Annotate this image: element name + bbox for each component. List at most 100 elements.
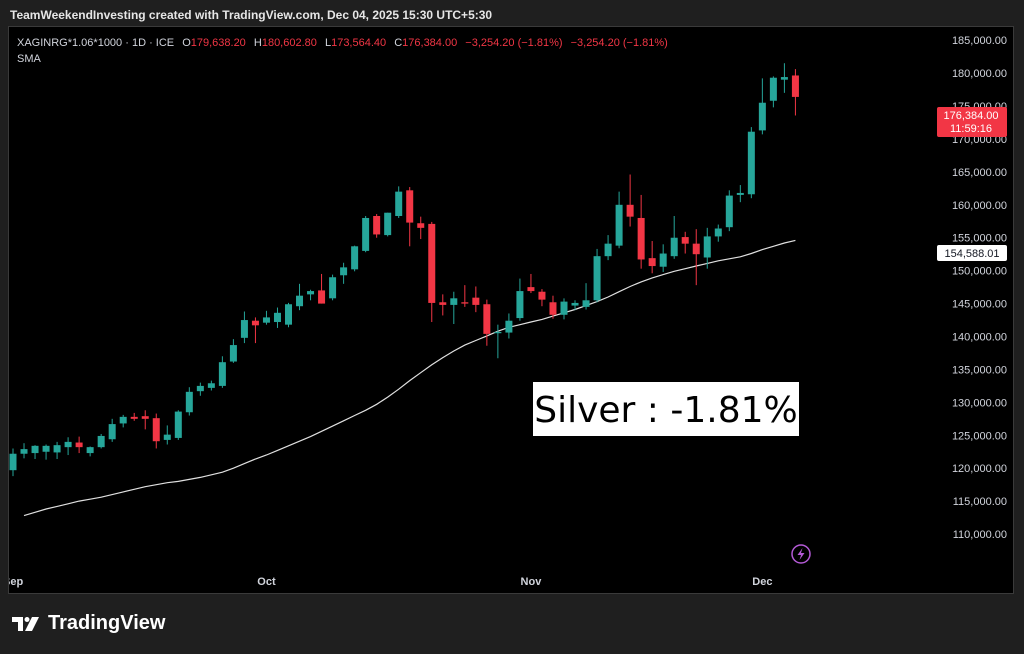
candle-up: [560, 301, 568, 315]
chart-panel[interactable]: XAGINRG*1.06*1000 · 1D · ICE O179,638.20…: [8, 26, 1014, 594]
candle-down: [637, 217, 645, 260]
candle-up: [351, 246, 359, 270]
x-tick-label: Oct: [257, 576, 276, 588]
candle-down: [538, 291, 546, 300]
y-tick-label: 120,000.00: [952, 463, 1007, 475]
candle-down: [692, 243, 700, 255]
candle-up: [769, 77, 777, 101]
candle-up: [273, 312, 281, 323]
brand-name: TradingView: [48, 612, 166, 634]
candle-down: [373, 216, 381, 235]
candle-down: [681, 237, 689, 244]
candle-up: [329, 277, 337, 299]
legend-h-value: 180,602.80: [262, 37, 317, 49]
countdown-timer: 11:59:16: [950, 123, 992, 135]
candle-up: [196, 385, 204, 392]
candle-up: [307, 291, 315, 295]
legend-l-label: L: [325, 37, 331, 49]
candle-down: [318, 290, 326, 304]
legend-c-value: 176,384.00: [402, 37, 457, 49]
candle-down: [130, 416, 138, 419]
last-price-tag: [937, 107, 1007, 137]
x-tick-label: Nov: [521, 576, 543, 588]
candle-up: [64, 441, 72, 448]
candle-down: [75, 442, 83, 448]
candle-up: [703, 236, 711, 258]
sma-line: [23, 239, 796, 517]
price-axis[interactable]: 110,000.00 115,000.00 120,000.00 125,000.00…: [952, 35, 1007, 541]
candle-down: [527, 287, 535, 292]
attribution-header: TeamWeekendInvesting created with Tradin…: [10, 8, 493, 22]
legend-c-label: C: [394, 37, 402, 49]
y-tick-label: 155,000.00: [952, 233, 1007, 245]
y-tick-label: 125,000.00: [952, 430, 1007, 442]
candle-up: [593, 256, 601, 301]
legend-o-label: O: [182, 37, 191, 49]
y-tick-label: 165,000.00: [952, 167, 1007, 179]
candle-up: [747, 131, 755, 195]
candle-up: [758, 102, 766, 131]
candle-down: [428, 223, 436, 303]
candle-up: [714, 228, 722, 237]
candle-up: [262, 317, 270, 323]
candle-down: [417, 223, 425, 228]
candle-up: [185, 391, 193, 413]
candle-down: [791, 75, 799, 97]
candle-up: [240, 320, 248, 338]
candle-up: [340, 267, 348, 276]
y-tick-label: 150,000.00: [952, 266, 1007, 278]
tradingview-footer[interactable]: TradingView: [12, 612, 165, 635]
y-tick-label: 110,000.00: [953, 529, 1007, 541]
candle-up: [582, 300, 590, 307]
candle-up: [725, 195, 733, 228]
candle-up: [736, 192, 744, 195]
candle-down: [461, 302, 469, 304]
candle-up: [615, 204, 623, 246]
x-tick-label: Dec: [752, 576, 772, 588]
candle-layer: [9, 63, 799, 477]
candle-up: [229, 345, 237, 362]
candle-down: [648, 258, 656, 267]
candle-up: [505, 320, 513, 333]
price-chart[interactable]: XAGINRG*1.06*1000 · 1D · ICE O179,638.20…: [9, 27, 1013, 593]
sma-layer: [23, 239, 796, 517]
legend-h-label: H: [254, 37, 262, 49]
legend-change-2: −3,254.20 (−1.81%): [571, 37, 668, 49]
sma-value-tag: [937, 245, 1007, 261]
candle-up: [285, 304, 292, 325]
candle-up: [207, 383, 215, 388]
lightning-icon[interactable]: [791, 544, 811, 564]
candle-up: [450, 298, 458, 305]
candle-up: [384, 212, 392, 236]
y-tick-label: 180,000.00: [952, 68, 1007, 80]
y-tick-label: 185,000.00: [952, 35, 1007, 47]
candle-up: [163, 434, 171, 440]
candle-down: [141, 416, 149, 419]
legend-line: XAGINRG*1.06*1000 · 1D · ICE O179,638.20…: [17, 37, 668, 49]
candle-up: [670, 237, 678, 257]
x-tick-label: Sep: [9, 576, 23, 588]
candle-down: [483, 304, 491, 334]
candle-up: [395, 191, 403, 216]
candle-up: [97, 435, 105, 448]
candle-up: [42, 445, 50, 452]
ohlc-legend: XAGINRG*1.06*1000 · 1D · ICE O179,638.20…: [17, 37, 668, 65]
candle-up: [659, 253, 667, 267]
y-tick-label: 135,000.00: [952, 364, 1007, 376]
sma-value: 154,588.01: [944, 248, 999, 260]
legend-change: −3,254.20 (−1.81%): [465, 37, 562, 49]
candle-up: [108, 424, 116, 440]
silver-annotation[interactable]: Silver : -1.81%: [533, 382, 799, 436]
candle-up: [174, 411, 182, 438]
price-tags: 176,384.00 11:59:16 154,588.01: [937, 107, 1007, 261]
y-tick-label: 115,000.00: [953, 496, 1007, 508]
candle-up: [31, 445, 39, 454]
candle-down: [439, 302, 447, 305]
annotation-text: Silver : -1.81%: [534, 390, 797, 431]
candle-up: [296, 295, 304, 307]
y-tick-label: 130,000.00: [952, 397, 1007, 409]
time-axis[interactable]: Sep Oct Nov Dec: [9, 576, 772, 588]
legend-symbol: XAGINRG*1.06*1000 · 1D · ICE: [17, 37, 174, 49]
candle-up: [780, 77, 788, 80]
candle-up: [494, 331, 502, 334]
